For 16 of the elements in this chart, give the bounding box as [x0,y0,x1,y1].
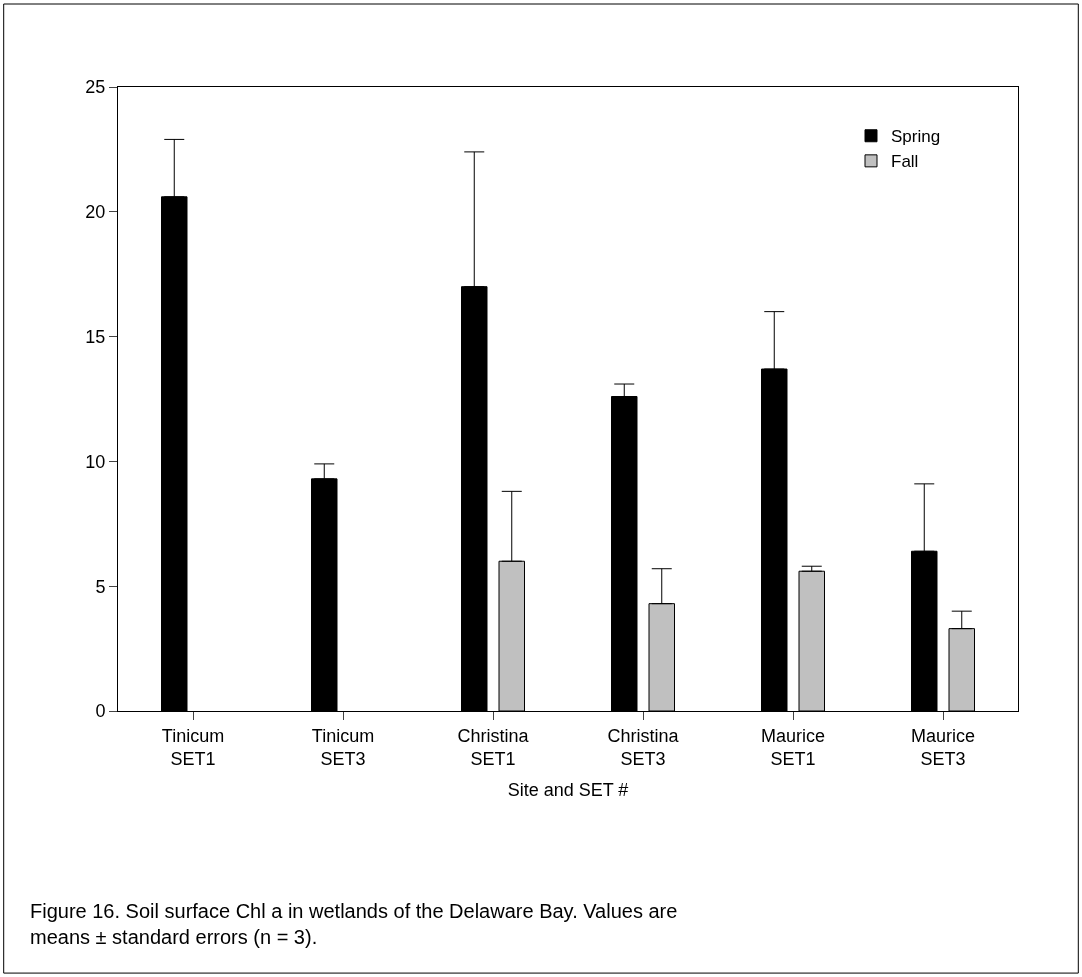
y-tick-label: 10 [85,451,106,472]
caption: Figure 16. Soil surface Chl a in wetlands of the Delaware Bay. Values are means ± standard errors (n = 3). [30,900,678,948]
x-tick-label: Tinicum SET3 [311,725,375,769]
y-tick-label: 0 [95,701,106,722]
legend-label: Fall [891,152,919,172]
y-tick-label: 15 [85,326,106,347]
x-tick-label: Christina SET3 [607,725,680,769]
x-tick-label: Christina SET1 [457,725,530,769]
legend-label: Spring [891,127,941,147]
y-tick-label: 20 [85,202,106,223]
y-tick-label: 25 [85,77,106,98]
x-tick-label: Tinicum SET1 [161,725,225,769]
y-tick-label: 5 [95,576,106,597]
x-tick-label: Maurice SET3 [910,725,976,769]
x-axis-title: Site and SET # [507,780,629,801]
x-tick-label: Maurice SET1 [760,725,826,769]
